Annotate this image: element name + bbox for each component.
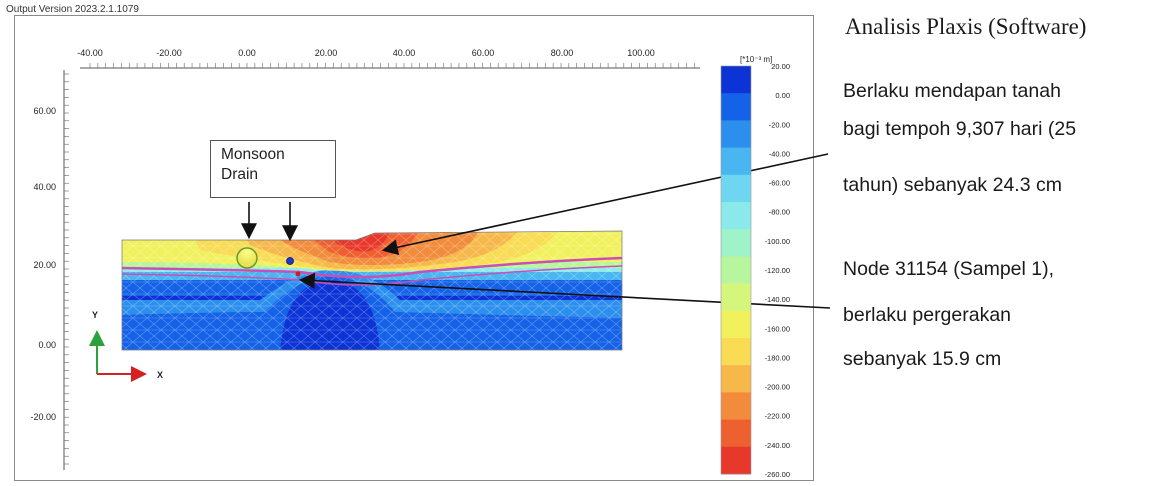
legend-value-label: -260.00 bbox=[765, 470, 790, 479]
legend-value-label: 20.00 bbox=[771, 62, 790, 71]
y-axis-ruler: 60.00 40.00 20.00 0.00 -20.00 bbox=[30, 70, 69, 470]
legend-swatch bbox=[721, 392, 751, 420]
y-tick-label: 0.00 bbox=[38, 340, 56, 350]
legend-swatch bbox=[721, 284, 751, 312]
legend-value-label: -100.00 bbox=[765, 237, 790, 246]
annotation-line: Node 31154 (Sampel 1), bbox=[843, 258, 1054, 281]
legend-value-label: -160.00 bbox=[765, 324, 790, 333]
x-tick-label: -40.00 bbox=[77, 48, 103, 58]
annotation-line: sebanyak 15.9 cm bbox=[843, 348, 1001, 371]
legend-swatch bbox=[721, 447, 751, 475]
legend-value-label: -60.00 bbox=[769, 179, 790, 188]
y-tick-label: -20.00 bbox=[30, 412, 56, 422]
annotation-line: bagi tempoh 9,307 hari (25 bbox=[843, 118, 1076, 141]
x-tick-label: 60.00 bbox=[472, 48, 495, 58]
x-tick-label: 0.00 bbox=[238, 48, 256, 58]
legend-swatch bbox=[721, 256, 751, 284]
legend-swatch bbox=[721, 202, 751, 230]
monsoon-drain-callout: Monsoon Drain bbox=[210, 140, 336, 198]
x-tick-label: 20.00 bbox=[315, 48, 338, 58]
annotation-line: tahun) sebanyak 24.3 cm bbox=[843, 174, 1062, 197]
y-tick-label: 40.00 bbox=[33, 182, 56, 192]
x-tick-label: 80.00 bbox=[551, 48, 574, 58]
legend-value-label: -240.00 bbox=[765, 441, 790, 450]
legend-swatch bbox=[721, 120, 751, 148]
x-axis-ruler: -40.00 -20.00 0.00 20.00 40.00 60.00 80.… bbox=[77, 48, 700, 68]
legend-value-label: -80.00 bbox=[769, 208, 790, 217]
legend-value-label: -120.00 bbox=[765, 266, 790, 275]
x-tick-label: -20.00 bbox=[156, 48, 182, 58]
legend-swatch bbox=[721, 93, 751, 121]
x-tick-label: 100.00 bbox=[627, 48, 655, 58]
y-tick-label: 20.00 bbox=[33, 260, 56, 270]
annotation-line: Berlaku mendapan tanah bbox=[843, 80, 1061, 103]
legend-unit-label: [*10⁻³ m] bbox=[740, 55, 772, 64]
monsoon-drain-culvert bbox=[237, 248, 257, 268]
legend-swatch bbox=[721, 311, 751, 339]
node-31154-marker bbox=[296, 272, 301, 277]
axis-y-label: Y bbox=[92, 310, 98, 320]
legend-swatch bbox=[721, 338, 751, 366]
legend-value-label: -20.00 bbox=[769, 120, 790, 129]
legend-value-label: -40.00 bbox=[769, 149, 790, 158]
node-marker-blue bbox=[287, 258, 294, 265]
legend-value-label: -220.00 bbox=[765, 412, 790, 421]
annotation-line: berlaku pergerakan bbox=[843, 304, 1011, 327]
legend-value-label: 0.00 bbox=[775, 91, 790, 100]
x-tick-label: 40.00 bbox=[393, 48, 416, 58]
legend-value-label: -140.00 bbox=[765, 295, 790, 304]
annotation-title: Analisis Plaxis (Software) bbox=[845, 14, 1086, 40]
legend-swatch bbox=[721, 365, 751, 393]
legend-swatch bbox=[721, 229, 751, 257]
displacement-contour-model bbox=[120, 228, 625, 353]
legend-swatch bbox=[721, 66, 751, 94]
legend-swatch bbox=[721, 420, 751, 448]
legend-value-label: -200.00 bbox=[765, 383, 790, 392]
axis-x-label: X bbox=[157, 370, 163, 380]
y-tick-label: 60.00 bbox=[33, 106, 56, 116]
color-legend: [*10⁻³ m] 20.00 0.00 -20.00 -40.00 -60.00 -80… bbox=[721, 55, 790, 479]
legend-value-label: -180.00 bbox=[765, 353, 790, 362]
legend-swatch bbox=[721, 175, 751, 203]
legend-swatch bbox=[721, 148, 751, 176]
